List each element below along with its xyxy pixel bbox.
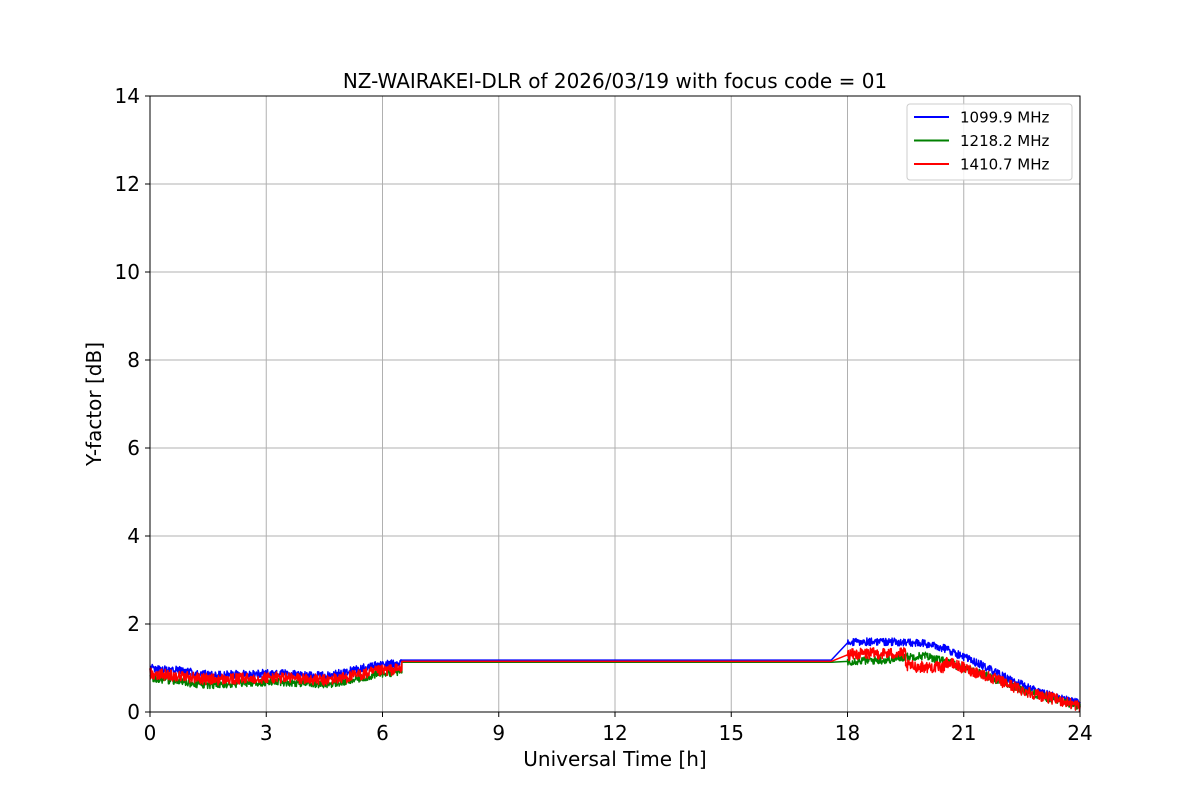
y-tick-label: 0 [127,700,140,724]
legend-label: 1218.2 MHz [960,132,1049,150]
chart-title: NZ-WAIRAKEI-DLR of 2026/03/19 with focus… [343,69,887,93]
legend-box [906,103,1073,181]
x-tick-label: 9 [492,721,505,745]
y-tick-label: 14 [115,84,140,108]
x-tick-label: 0 [144,721,157,745]
x-tick-label: 18 [835,721,860,745]
x-axis-label: Universal Time [h] [523,747,706,771]
x-tick-label: 12 [602,721,627,745]
y-tick-label: 10 [115,260,140,284]
y-tick-label: 6 [127,436,140,460]
series-layer [149,637,1081,713]
legend-label: 1099.9 MHz [960,109,1049,127]
series-line [149,637,1081,707]
series-line [149,647,1081,713]
x-tick-label: 15 [719,721,744,745]
y-tick-label: 2 [127,612,140,636]
x-tick-label: 24 [1067,721,1092,745]
y-tick-label: 4 [127,524,140,548]
x-tick-label: 3 [260,721,273,745]
legend-label: 1410.7 MHz [960,156,1049,174]
y-axis-label: Y-factor [dB] [82,342,106,467]
legend: 1099.9 MHz 1218.2 MHz 1410.7 MHz [906,103,1073,181]
x-tick-label: 6 [376,721,389,745]
y-tick-label: 8 [127,348,140,372]
y-tick-label: 12 [115,172,140,196]
x-tick-label: 21 [951,721,976,745]
